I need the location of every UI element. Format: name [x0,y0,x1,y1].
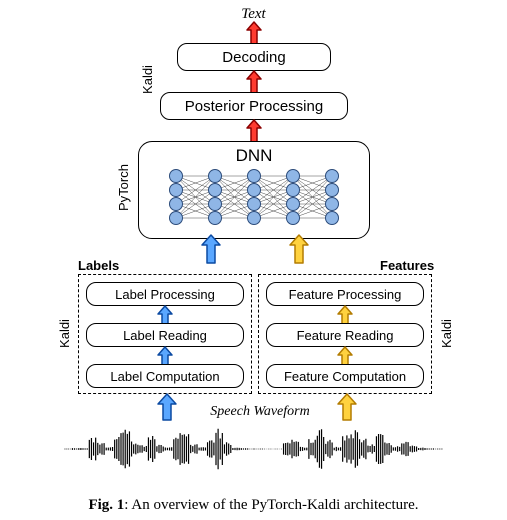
label-reading-box: Label Reading [86,323,244,347]
arrow-feat-read-to-proc [336,306,354,324]
figure-caption: Fig. 1: An overview of the PyTorch-Kaldi… [0,497,507,514]
caption-figure-number: Fig. 1 [88,497,124,513]
arrow-features-to-dnn [288,235,310,263]
arrow-dnn-to-posterior [245,120,263,142]
arrow-labels-to-dnn [200,235,222,263]
posterior-box: Posterior Processing [160,92,348,120]
dnn-network-icon [158,166,350,228]
decoding-box: Decoding [177,43,331,71]
dnn-title: DNN [236,146,273,166]
output-text-label: Text [0,6,507,23]
arrow-label-read-to-proc [156,306,174,324]
caption-text: : An overview of the PyTorch-Kaldi archi… [124,497,418,513]
arrow-wave-to-labels [156,394,178,420]
waveform-icon [64,424,444,474]
page: Text Decoding Posterior Processing Kaldi… [0,0,507,520]
kaldi-label-labels: Kaldi [57,319,72,348]
features-title: Features [380,258,434,273]
diagram-area: Text Decoding Posterior Processing Kaldi… [0,0,507,490]
pytorch-label: PyTorch [116,164,131,211]
label-computation-box: Label Computation [86,364,244,388]
labels-title: Labels [78,258,119,273]
arrow-feat-comp-to-read [336,347,354,365]
label-processing-box: Label Processing [86,282,244,306]
arrow-label-comp-to-read [156,347,174,365]
kaldi-label-top: Kaldi [140,65,155,94]
feature-computation-box: Feature Computation [266,364,424,388]
feature-reading-box: Feature Reading [266,323,424,347]
arrow-decoding-to-text [245,22,263,44]
arrow-posterior-to-decoding [245,71,263,93]
speech-waveform-label: Speech Waveform [180,404,340,420]
feature-processing-box: Feature Processing [266,282,424,306]
kaldi-label-features: Kaldi [439,319,454,348]
